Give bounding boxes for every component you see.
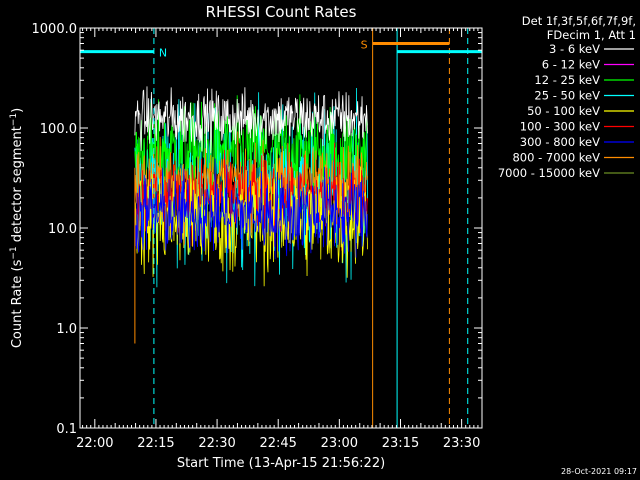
legend-label: 6 - 12 keV <box>542 58 600 72</box>
y-label-part-3: ) <box>10 108 25 113</box>
saa-interval-bar-label: S <box>361 38 368 51</box>
y-label-exponent-2: −1 <box>9 113 19 126</box>
x-tick-label: 22:00 <box>76 436 113 451</box>
y-tick-label: 1000.0 <box>32 22 78 37</box>
legend-label: 50 - 100 keV <box>527 104 600 118</box>
legend: Det 1f,3f,5f,6f,7f,9f, FDecim 1, Att 1 3… <box>498 14 636 180</box>
series-line <box>134 86 368 154</box>
x-tick-label: 22:15 <box>137 436 174 451</box>
legend-label: 7000 - 15000 keV <box>498 166 600 180</box>
x-tick-label: 23:00 <box>321 436 358 451</box>
y-tick-label: 1.0 <box>56 322 77 337</box>
x-tick-label: 23:30 <box>443 436 480 451</box>
night-interval-bar-label: N <box>159 47 167 60</box>
legend-label: 25 - 50 keV <box>534 89 600 103</box>
legend-label: 300 - 800 keV <box>520 135 600 149</box>
legend-label: 3 - 6 keV <box>549 42 600 56</box>
x-tick-label: 22:45 <box>259 436 296 451</box>
legend-label: 12 - 25 keV <box>534 73 600 87</box>
plot-timestamp: 28-Oct-2021 09:17 <box>561 467 637 476</box>
y-tick-label: 10.0 <box>48 222 77 237</box>
y-tick-label: 0.1 <box>56 422 77 437</box>
y-axis-label: Count Rate (s−1 detector segment−1) <box>9 108 25 348</box>
x-axis-label: Start Time (13-Apr-15 21:56:22) <box>177 456 385 471</box>
y-label-part-1: Count Rate (s <box>10 259 25 348</box>
y-label-part-2: detector segment <box>10 126 25 246</box>
x-tick-label: 22:30 <box>198 436 235 451</box>
legend-header-line-2: FDecim 1, Att 1 <box>547 28 636 42</box>
y-label-exponent-1: −1 <box>9 246 19 259</box>
legend-label: 100 - 300 keV <box>520 120 600 134</box>
legend-label: 800 - 7000 keV <box>512 151 600 165</box>
series-line <box>134 158 368 260</box>
x-tick-label: 23:15 <box>382 436 419 451</box>
y-tick-label: 100.0 <box>40 122 77 137</box>
chart-title: RHESSI Count Rates <box>206 3 357 21</box>
legend-header-line-1: Det 1f,3f,5f,6f,7f,9f, <box>522 14 636 28</box>
